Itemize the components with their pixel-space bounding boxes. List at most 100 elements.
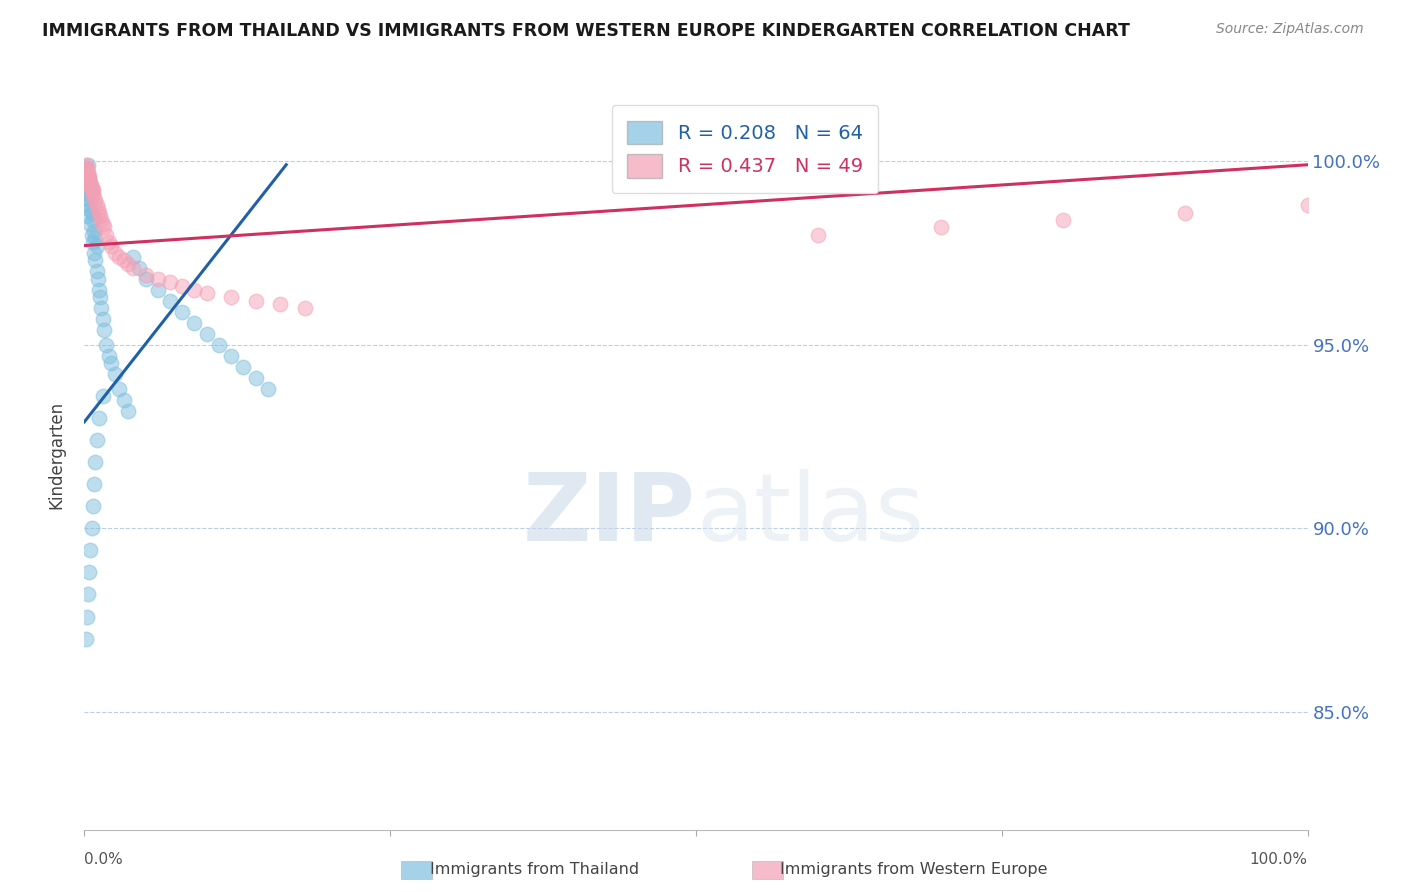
Point	[77, 165, 100, 179]
Text: Immigrants from Thailand: Immigrants from Thailand	[430, 863, 638, 877]
Point	[269, 297, 291, 311]
Point	[77, 566, 100, 580]
Point	[76, 169, 98, 183]
Point	[89, 209, 111, 223]
Point	[83, 477, 105, 491]
Point	[80, 227, 103, 242]
Point	[91, 389, 114, 403]
Point	[79, 543, 101, 558]
Point	[122, 250, 145, 264]
Point	[87, 202, 110, 216]
Point	[87, 271, 110, 285]
Point	[1174, 205, 1197, 219]
Point	[807, 227, 830, 242]
Point	[77, 158, 100, 172]
Point	[112, 253, 135, 268]
Point	[77, 587, 100, 601]
Point	[245, 371, 267, 385]
Point	[77, 172, 100, 186]
Point	[96, 337, 118, 351]
Point	[117, 404, 139, 418]
Point	[172, 279, 194, 293]
Point	[82, 187, 104, 202]
Point	[86, 238, 108, 252]
Point	[75, 161, 97, 176]
Point	[86, 434, 108, 448]
Point	[159, 275, 181, 289]
Point	[135, 271, 157, 285]
Point	[195, 326, 218, 341]
Y-axis label: Kindergarten: Kindergarten	[48, 401, 66, 509]
Text: atlas: atlas	[696, 469, 924, 561]
Point	[96, 227, 118, 242]
Point	[100, 238, 122, 252]
Point	[79, 194, 101, 209]
Point	[208, 337, 231, 351]
Point	[89, 290, 111, 304]
Point	[97, 235, 120, 249]
Point	[79, 179, 101, 194]
Text: Source: ZipAtlas.com: Source: ZipAtlas.com	[1216, 22, 1364, 37]
Point	[82, 212, 104, 227]
Point	[75, 161, 97, 176]
Point	[80, 179, 103, 194]
Point	[82, 500, 104, 514]
Point	[83, 246, 105, 260]
Point	[76, 165, 98, 179]
Point	[80, 205, 103, 219]
Point	[93, 220, 115, 235]
Point	[76, 209, 98, 223]
Point	[146, 283, 169, 297]
Point	[87, 411, 110, 425]
Point	[76, 184, 98, 198]
Point	[86, 264, 108, 278]
Text: 100.0%: 100.0%	[1250, 852, 1308, 867]
Point	[100, 356, 122, 370]
Text: 0.0%: 0.0%	[84, 852, 124, 867]
Point	[83, 191, 105, 205]
Point	[76, 165, 98, 179]
Point	[80, 184, 103, 198]
Point	[79, 217, 101, 231]
Point	[104, 367, 127, 381]
Point	[75, 191, 97, 205]
Point	[84, 253, 107, 268]
Point	[91, 217, 114, 231]
Point	[117, 257, 139, 271]
Point	[219, 349, 242, 363]
Point	[122, 260, 145, 275]
Point	[219, 290, 242, 304]
Point	[86, 198, 108, 212]
Point	[80, 521, 103, 535]
Point	[90, 301, 112, 315]
Point	[77, 176, 100, 190]
Point	[159, 293, 181, 308]
Point	[172, 304, 194, 318]
Point	[93, 323, 115, 337]
Point	[90, 212, 112, 227]
Point	[195, 286, 218, 301]
Point	[82, 184, 104, 198]
Point	[75, 158, 97, 172]
Point	[77, 169, 100, 183]
Point	[135, 268, 157, 282]
Point	[77, 179, 100, 194]
Point	[84, 231, 107, 245]
Point	[294, 301, 316, 315]
Point	[245, 293, 267, 308]
Point	[128, 260, 150, 275]
Point	[77, 172, 100, 186]
Point	[82, 235, 104, 249]
Point	[75, 632, 97, 646]
Point	[79, 176, 101, 190]
Point	[77, 169, 100, 183]
Point	[77, 187, 100, 202]
Point	[76, 609, 98, 624]
Text: ZIP: ZIP	[523, 469, 696, 561]
Point	[107, 250, 129, 264]
Point	[146, 271, 169, 285]
Point	[77, 198, 100, 212]
Point	[97, 349, 120, 363]
Point	[104, 246, 127, 260]
Point	[107, 382, 129, 396]
